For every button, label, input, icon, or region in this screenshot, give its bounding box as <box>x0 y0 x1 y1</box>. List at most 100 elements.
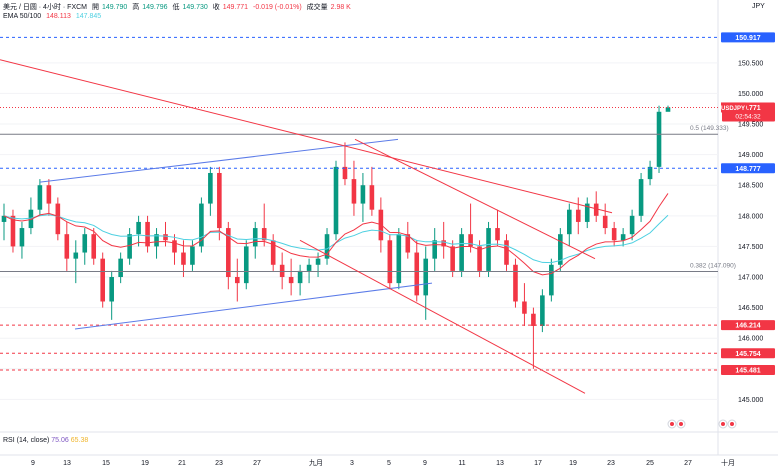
x-tick-label: 9 <box>31 460 35 467</box>
candle-body <box>656 111 662 167</box>
trendline-mid <box>354 138 596 260</box>
x-tick-label: 13 <box>496 460 504 467</box>
y-tick-label: 146.000 <box>738 336 763 343</box>
trendline-lower <box>299 239 586 394</box>
x-tick-label: 27 <box>684 460 692 467</box>
price-level-tag <box>721 320 775 331</box>
y-tick-label: 148.500 <box>738 183 763 190</box>
high-label: 高 <box>132 4 140 11</box>
trendline-main <box>0 59 613 214</box>
candle-body <box>199 203 204 247</box>
x-tick-label: 25 <box>646 460 654 467</box>
candle-body <box>82 234 88 253</box>
candle-body <box>432 240 438 259</box>
x-tick-label: 九月 <box>309 458 323 467</box>
candle-body <box>10 215 16 247</box>
channel-upper-line <box>39 138 399 183</box>
candle-body <box>620 234 626 241</box>
event-flag-dot <box>679 422 683 426</box>
candle-body <box>486 228 491 271</box>
candle-body <box>252 228 258 247</box>
candle-body <box>46 185 52 204</box>
symbol-tag-label: USDJPY <box>721 106 745 112</box>
rsi-value: 75.06 <box>51 437 69 444</box>
x-tick-label: 5 <box>387 460 391 467</box>
candle-body <box>405 234 411 253</box>
candle-body <box>665 107 671 112</box>
x-tick-label: 9 <box>423 460 427 467</box>
candle-body <box>261 228 267 241</box>
x-tick-label: 17 <box>534 460 542 467</box>
candle-body <box>324 234 330 259</box>
candle-body <box>468 234 473 247</box>
candle-body <box>513 264 518 302</box>
candle-body <box>558 234 563 265</box>
x-tick-label: 3 <box>350 460 354 467</box>
y-tick-label: 146.500 <box>738 305 763 312</box>
symbol-name[interactable]: 美元 / 日圆 · 4小时 · FXCM <box>3 4 87 11</box>
open-label: 開 <box>91 4 99 11</box>
price-level-value: 145.481 <box>735 367 760 374</box>
candle-body <box>64 234 70 259</box>
price-level-value: 150.917 <box>735 35 760 42</box>
candle-body <box>217 172 222 229</box>
ema-name: EMA 50/100 <box>3 13 42 20</box>
candle-body <box>360 185 366 204</box>
candle-body <box>37 185 43 210</box>
symbol-header: 美元 / 日圆 · 4小时 · FXCM 開 149.790 高 149.796 低… <box>3 3 354 12</box>
candle-body <box>136 221 141 235</box>
x-tick-label: 23 <box>215 460 223 467</box>
ema-legend[interactable]: EMA 50/100 148.113 147.845 <box>3 12 104 21</box>
x-tick-label: 11 <box>458 460 465 467</box>
candle-body <box>297 270 303 284</box>
candle-body <box>459 234 464 271</box>
ema50-value: 148.113 <box>46 13 71 20</box>
candle-body <box>163 234 168 241</box>
volume-label: 成交量 <box>306 4 328 11</box>
close-value: 149.771 <box>222 4 249 11</box>
low-value: 149.730 <box>182 4 208 11</box>
candle-body <box>55 203 61 235</box>
candle-body <box>611 228 617 241</box>
candle-body <box>243 246 249 284</box>
y-tick-label: 148.000 <box>738 213 763 220</box>
candle-body <box>647 166 653 180</box>
candle-body <box>279 264 285 278</box>
price-level-tag <box>721 32 775 43</box>
event-flag-dot <box>721 422 725 426</box>
y-tick-label: 145.000 <box>738 397 763 404</box>
candle-body <box>145 221 150 247</box>
countdown-value: 02:54:32 <box>735 113 761 120</box>
x-tick-label: 23 <box>607 460 615 467</box>
candle-body <box>531 313 536 326</box>
price-level-value: 146.214 <box>735 323 760 330</box>
candle-body <box>172 240 177 253</box>
candle-body <box>91 234 97 259</box>
candle-body <box>566 209 572 235</box>
high-value: 149.796 <box>142 4 168 11</box>
price-level-tag <box>721 364 775 375</box>
y-tick-label: 147.000 <box>738 275 763 282</box>
candle-body <box>306 264 312 271</box>
candle-body <box>369 185 375 210</box>
candle-body <box>584 203 590 222</box>
close-label: 收 <box>212 4 220 11</box>
candle-body <box>593 203 599 216</box>
rsi-ma-value: 65.38 <box>70 437 89 444</box>
rsi-legend[interactable]: RSI (14, close) 75.06 65.38 <box>3 437 88 444</box>
fib-level-label: 0.5 (149.333) <box>690 125 729 132</box>
candle-body <box>127 234 132 259</box>
candle-body <box>387 240 393 284</box>
currency-label: JPY <box>752 3 765 10</box>
candle-body <box>270 240 276 265</box>
candle-body <box>504 240 509 265</box>
candle-body <box>288 277 294 284</box>
candle-body <box>315 258 321 265</box>
candle-body <box>522 301 527 314</box>
channel-lower-line <box>74 282 433 330</box>
candle-body <box>234 277 240 284</box>
x-tick-label: 21 <box>178 460 186 467</box>
candle-body <box>575 209 581 222</box>
